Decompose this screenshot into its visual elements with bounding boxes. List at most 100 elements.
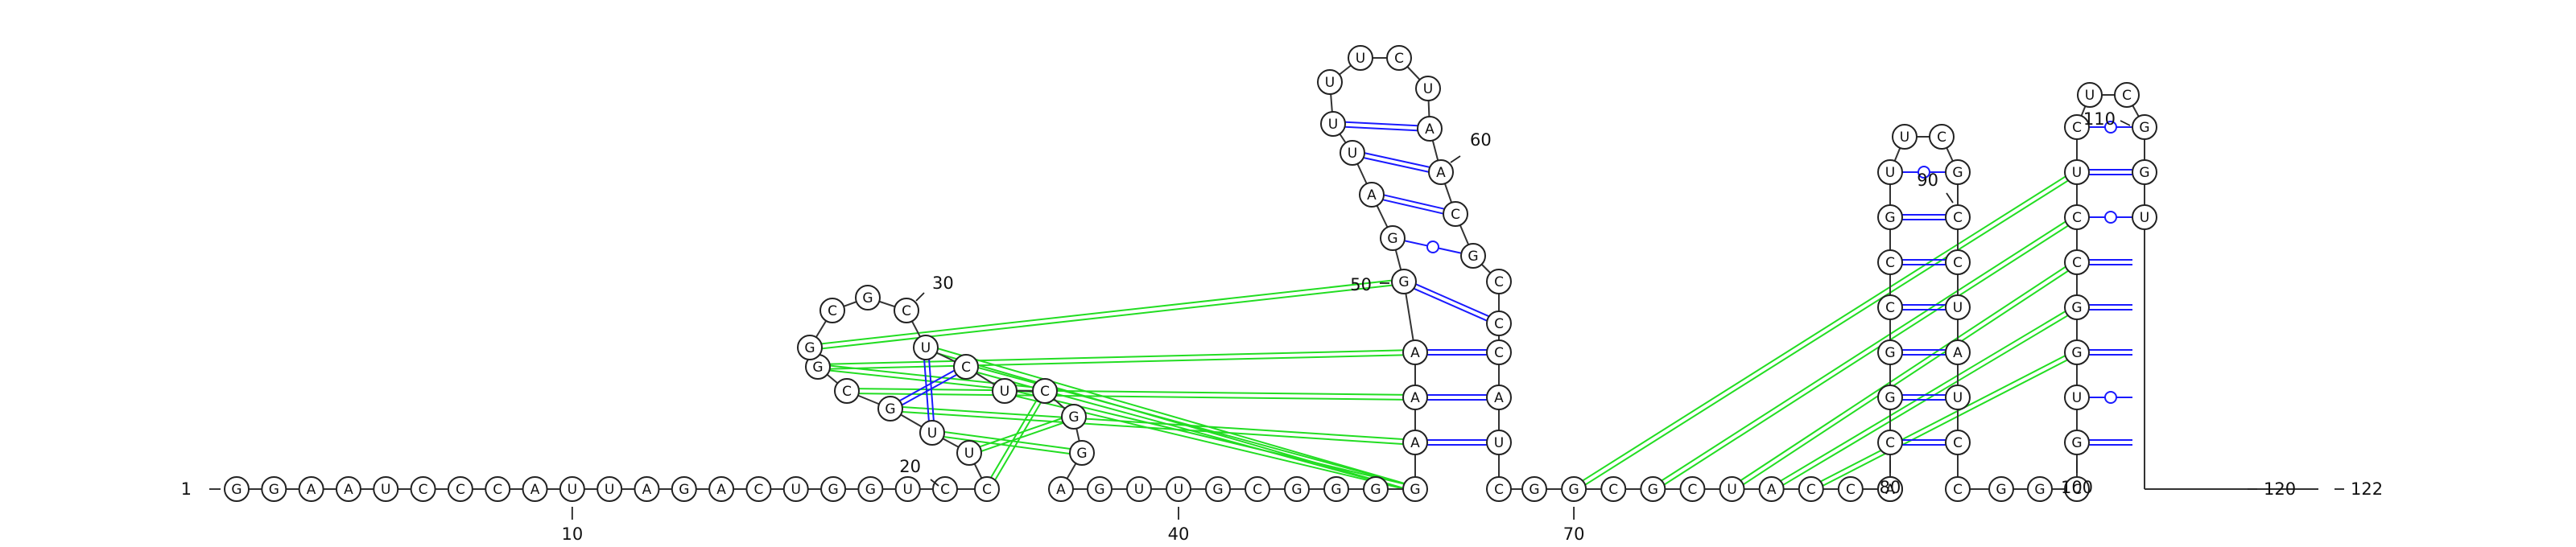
nucleotide-letter: A bbox=[1410, 345, 1420, 361]
tertiary-interaction-line bbox=[817, 349, 1415, 366]
nucleotide: C bbox=[1486, 476, 1512, 502]
nucleotide-letter: U bbox=[1423, 81, 1433, 97]
nucleotide: G bbox=[820, 476, 847, 502]
nucleotide-circle bbox=[953, 354, 979, 380]
nucleotide-circle bbox=[1945, 294, 1971, 320]
nucleotide: C bbox=[1837, 476, 1864, 502]
nucleotide: U bbox=[559, 476, 585, 502]
nucleotide-letter: C bbox=[2072, 210, 2082, 226]
nucleotide: U bbox=[1877, 159, 1903, 185]
nucleotide: A bbox=[1428, 159, 1454, 185]
nucleotide: G bbox=[805, 354, 831, 380]
nucleotide: C bbox=[894, 298, 919, 323]
nucleotide: C bbox=[1877, 430, 1903, 455]
nucleotide-circle bbox=[1988, 476, 2014, 502]
nucleotide-letter: U bbox=[2140, 210, 2149, 226]
nucleotide-circle bbox=[1877, 159, 1903, 185]
nucleotide-circle bbox=[820, 476, 847, 502]
nucleotide-letter: U bbox=[921, 340, 931, 356]
nucleotide-circle bbox=[1245, 476, 1270, 502]
index-label: 10 bbox=[561, 524, 583, 544]
nucleotide-letter: G bbox=[865, 482, 876, 498]
nucleotide: C bbox=[834, 378, 860, 404]
nucleotide-letter: G bbox=[2034, 482, 2045, 498]
index-label: 20 bbox=[899, 457, 921, 476]
nucleotide-circle bbox=[708, 476, 735, 502]
nucleotide-circle bbox=[919, 420, 945, 446]
nucleotide-circle bbox=[2064, 294, 2090, 320]
nucleotide: U bbox=[1320, 111, 1346, 137]
wobble-pair-marker bbox=[2104, 121, 2117, 134]
nucleotide-letter: U bbox=[605, 482, 614, 498]
nucleotide-letter: G bbox=[1331, 482, 1341, 498]
nucleotide-letter: C bbox=[1253, 482, 1262, 498]
nucleotide-circle bbox=[1837, 476, 1864, 502]
nucleotide-circle bbox=[1945, 385, 1971, 410]
nucleotide: G bbox=[1561, 476, 1587, 502]
nucleotide-circle bbox=[2064, 159, 2090, 185]
nucleotide: G bbox=[2132, 159, 2157, 185]
base-pair-line bbox=[1415, 283, 1489, 318]
nucleotide-circle bbox=[1415, 76, 1441, 101]
nucleotide: C bbox=[819, 298, 845, 323]
nucleotide: A bbox=[1402, 385, 1428, 410]
nucleotide-letter: C bbox=[1040, 384, 1050, 400]
nucleotide: A bbox=[1486, 385, 1512, 410]
nucleotide: U bbox=[1892, 124, 1918, 150]
nucleotide-circle bbox=[1719, 476, 1745, 502]
tertiary-interaction-line bbox=[1571, 169, 2076, 488]
nucleotide-letter: U bbox=[1953, 300, 1963, 316]
nucleotide-circle bbox=[1284, 476, 1310, 502]
nucleotide-letter: G bbox=[2071, 300, 2082, 316]
nucleotide-letter: C bbox=[1885, 435, 1895, 451]
nucleotide: A bbox=[634, 476, 660, 502]
nucleotide-circle bbox=[1443, 201, 1468, 227]
nucleotide-circle bbox=[2064, 249, 2090, 275]
nucleotide: G bbox=[1363, 476, 1389, 502]
nucleotide-letter: C bbox=[2072, 255, 2082, 271]
nucleotide-letter: G bbox=[1952, 165, 1963, 181]
index-label: 30 bbox=[932, 274, 954, 293]
nucleotide-circle bbox=[2064, 385, 2090, 410]
nucleotide-letter: C bbox=[828, 303, 837, 319]
nucleotide-letter: U bbox=[381, 482, 390, 498]
nucleotide-letter: G bbox=[1885, 210, 1895, 226]
nucleotide-circle bbox=[2064, 339, 2090, 365]
nucleotide: C bbox=[1877, 249, 1903, 275]
nucleotide-letter: G bbox=[812, 360, 823, 376]
nucleotide-letter: A bbox=[307, 482, 316, 498]
nucleotide: U bbox=[2064, 385, 2090, 410]
nucleotide-circle bbox=[1486, 269, 1512, 294]
nucleotide-letter: A bbox=[1367, 187, 1377, 204]
nucleotide-circle bbox=[1205, 476, 1231, 502]
nucleotide: C bbox=[974, 476, 1000, 502]
nucleotide: A bbox=[708, 476, 735, 502]
nucleotide-letter: C bbox=[1688, 482, 1698, 498]
tertiary-interaction-line bbox=[1651, 214, 2076, 488]
tertiary-interaction-line bbox=[926, 344, 1417, 488]
nucleotide-letter: C bbox=[1494, 316, 1504, 332]
nucleotide-circle bbox=[855, 285, 881, 311]
nucleotide: C bbox=[745, 476, 772, 502]
nucleotide-circle bbox=[974, 476, 1000, 502]
nucleotide-circle bbox=[782, 476, 809, 502]
nucleotide-letter: A bbox=[642, 482, 652, 498]
nucleotide-letter: G bbox=[2139, 165, 2149, 181]
nucleotide-circle bbox=[1561, 476, 1587, 502]
index-label: 80 bbox=[1880, 478, 1901, 497]
nucleotide-circle bbox=[2064, 204, 2090, 230]
nucleotide: C bbox=[1486, 311, 1512, 336]
tertiary-interaction-line bbox=[966, 364, 1417, 488]
tertiary-interaction-line bbox=[1732, 263, 2079, 492]
nucleotide-letter: G bbox=[804, 340, 815, 356]
base-pair-line bbox=[1414, 287, 1488, 322]
nucleotide-letter: A bbox=[1425, 121, 1435, 138]
nucleotide: G bbox=[2064, 294, 2090, 320]
nucleotide-letter: U bbox=[1174, 482, 1183, 498]
nucleotide: C bbox=[1486, 339, 1512, 365]
nucleotide: U bbox=[597, 476, 623, 502]
nucleotide-circle bbox=[1486, 311, 1512, 336]
nucleotide-circle bbox=[2132, 204, 2157, 230]
nucleotide: C bbox=[1486, 269, 1512, 294]
